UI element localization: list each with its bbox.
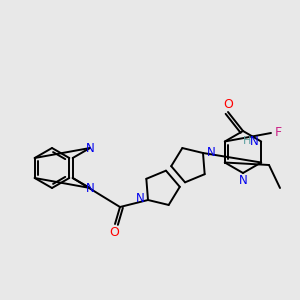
Text: N: N: [136, 193, 144, 206]
Text: O: O: [109, 226, 119, 238]
Text: H: H: [243, 136, 251, 146]
Text: F: F: [274, 127, 282, 140]
Text: O: O: [223, 98, 233, 110]
Text: N: N: [85, 182, 94, 194]
Text: N: N: [207, 146, 215, 158]
Text: N: N: [250, 135, 259, 148]
Text: N: N: [85, 142, 94, 154]
Text: N: N: [238, 175, 247, 188]
